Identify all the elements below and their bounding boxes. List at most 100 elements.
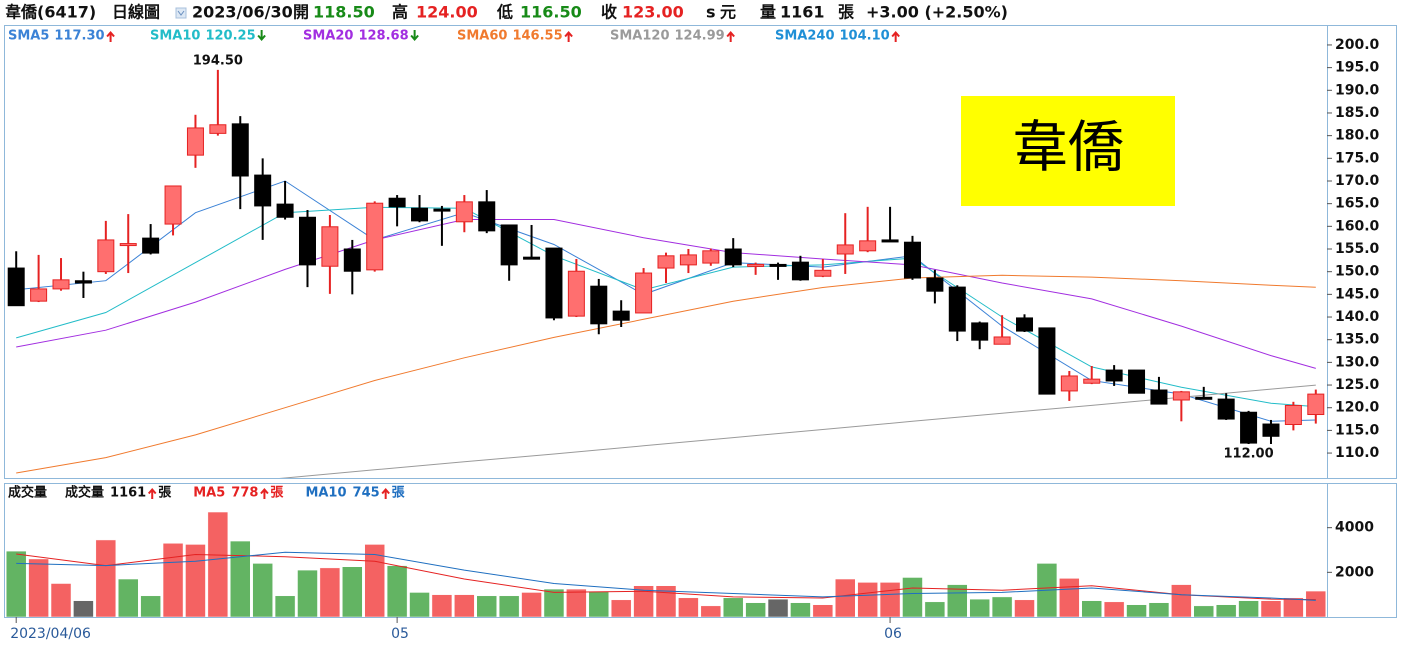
candle-body <box>1060 375 1078 392</box>
volume-bar <box>1081 600 1102 617</box>
volume-bar <box>902 577 923 617</box>
volume-bar <box>476 595 497 617</box>
volume-bar <box>521 592 542 617</box>
y-tick-label: 115.0 <box>1335 422 1380 438</box>
volume-bar <box>790 602 811 617</box>
volume-bar <box>633 585 654 617</box>
candle-body <box>1307 393 1325 416</box>
legend-name: SMA5 <box>8 29 49 44</box>
y-tick-label: 130.0 <box>1335 354 1380 370</box>
y-tick-label: 170.0 <box>1335 173 1380 189</box>
volume-ma-line <box>16 551 1316 601</box>
volume-bar <box>386 565 408 617</box>
header-volume-unit: 張 <box>838 3 855 22</box>
volume-title: 成交量 <box>8 485 47 501</box>
arrow-up <box>564 30 573 42</box>
candle-body <box>1083 378 1101 384</box>
volume-plot <box>5 511 1327 617</box>
legend-name: MA10 <box>305 486 346 501</box>
candle-body <box>455 201 473 223</box>
candle-body <box>343 248 361 272</box>
price-plot <box>7 69 1325 478</box>
candle-body <box>679 254 697 266</box>
candle-body <box>724 248 742 266</box>
candle-body <box>366 202 384 271</box>
legend-value: 146.55 <box>512 29 562 44</box>
legend-name: SMA60 <box>457 29 507 44</box>
y-tick-label: 165.0 <box>1335 196 1380 212</box>
candle-body <box>142 237 160 254</box>
watermark-box <box>961 96 1175 206</box>
y-tick-label: 150.0 <box>1335 264 1380 280</box>
legend-name: MA5 <box>193 486 225 501</box>
dropdown-icon[interactable] <box>175 7 187 19</box>
legend-name: SMA240 <box>775 29 835 44</box>
legend-value: 1161 <box>110 486 146 501</box>
legend-name: SMA20 <box>303 29 353 44</box>
header-period: 日線圖 <box>112 3 160 22</box>
candle-body <box>590 285 608 325</box>
header-change: +3.00 (+2.50%) <box>866 3 1008 22</box>
candle-body <box>545 247 563 319</box>
volume-bar <box>566 588 587 617</box>
volume-bar <box>924 601 946 617</box>
candle-body <box>433 208 451 212</box>
legend-unit: 張 <box>270 486 284 501</box>
volume-bar <box>50 583 72 617</box>
y-tick-label: 140.0 <box>1335 309 1380 325</box>
candle-body <box>1016 317 1034 332</box>
header-close-label: 收 <box>601 3 617 22</box>
arrow-down <box>410 30 419 42</box>
volume-bar <box>274 595 296 617</box>
volume-bar <box>1059 578 1080 617</box>
legend-name: 成交量 <box>65 485 104 501</box>
header-open-label: 開 <box>293 3 309 22</box>
candle-body <box>881 239 899 243</box>
volume-bar <box>297 569 318 617</box>
volume-bar <box>678 597 699 617</box>
candle-body <box>903 241 921 279</box>
legend-unit: 張 <box>392 486 406 501</box>
candle-body <box>1217 398 1235 420</box>
volume-bar <box>722 597 744 617</box>
legend-unit: 張 <box>158 486 172 501</box>
y-tick-label: 110.0 <box>1335 445 1380 461</box>
y-tick-label: 120.0 <box>1335 400 1380 416</box>
arrow-up <box>381 487 390 499</box>
header-low: 116.50 <box>520 3 582 22</box>
volume-bar <box>655 585 677 617</box>
candle-body <box>859 240 877 252</box>
header-volume: 1161 <box>780 3 825 22</box>
legend-name: SMA120 <box>610 29 670 44</box>
ma-line <box>16 180 1316 422</box>
candle-body <box>747 263 765 267</box>
volume-bar <box>319 567 341 617</box>
arrow-up <box>147 487 157 499</box>
candle-body <box>97 239 115 273</box>
volume-bar <box>431 594 453 617</box>
y-tick-label: 190.0 <box>1335 82 1380 98</box>
volume-bar <box>28 558 49 617</box>
candle-body <box>948 286 966 332</box>
dropdown-arrow <box>177 10 185 16</box>
header-high-label: 高 <box>392 3 408 22</box>
volume-bar <box>342 566 363 617</box>
x-tick-label: 06 <box>884 626 902 642</box>
y-tick-label: 160.0 <box>1335 218 1380 234</box>
volume-bar <box>1283 597 1304 617</box>
volume-bar <box>117 578 139 617</box>
candle-body <box>388 197 406 208</box>
candle-body <box>52 279 70 290</box>
volume-bar <box>140 595 161 617</box>
ma-line <box>279 384 1316 478</box>
volume-bar <box>543 588 565 617</box>
candle-body <box>836 244 854 255</box>
volume-bar <box>745 602 766 617</box>
volume-bar <box>185 544 206 617</box>
candle-body <box>814 269 832 277</box>
legend-value: 104.10 <box>840 29 890 44</box>
candle-body <box>186 127 204 156</box>
volume-bar <box>588 591 610 617</box>
volume-bar <box>230 540 251 617</box>
candle-body <box>971 322 989 341</box>
